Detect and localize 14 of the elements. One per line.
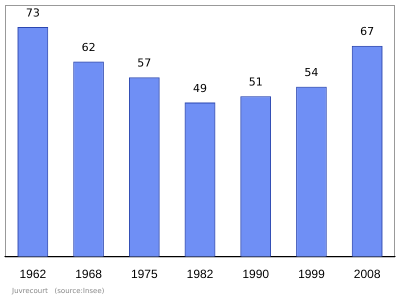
data-label: 62 (82, 40, 96, 54)
data-label: 73 (26, 6, 40, 20)
data-label: 67 (360, 25, 374, 38)
x-tick-label: 2008 (354, 267, 381, 282)
data-label: 54 (304, 66, 318, 80)
data-label: 51 (248, 76, 263, 89)
x-tick-label: 1962 (20, 267, 47, 282)
x-tick-label: 1975 (130, 267, 158, 282)
x-tick-label: 1990 (242, 267, 270, 282)
x-tick-label: 1999 (298, 267, 326, 282)
x-tick-label: 1968 (75, 267, 102, 282)
data-label: 49 (193, 82, 207, 95)
x-tick-label: 1982 (186, 267, 214, 282)
data-label: 57 (137, 56, 152, 70)
